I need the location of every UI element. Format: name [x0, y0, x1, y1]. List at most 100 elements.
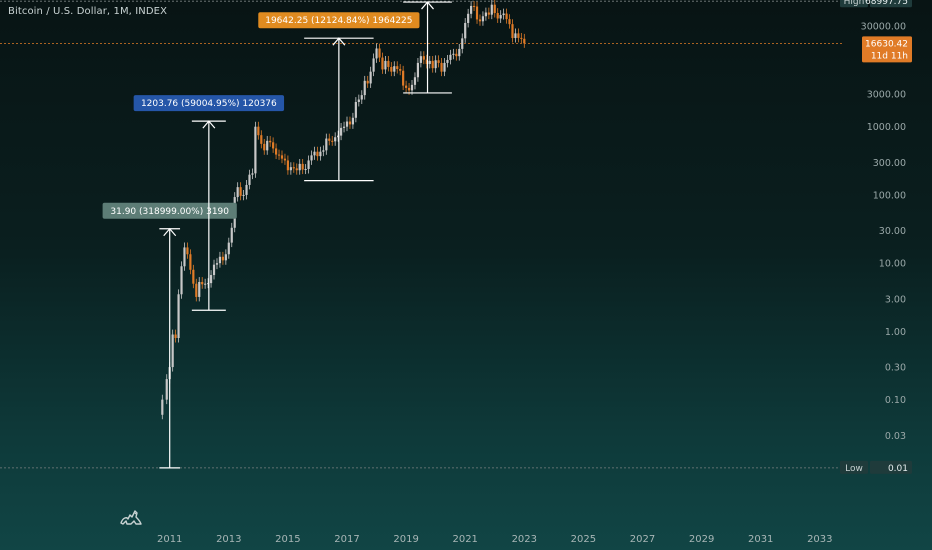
measure-annotation[interactable]: 31.90 (318999.00%) 3190	[102, 202, 237, 469]
candle-body	[171, 334, 174, 368]
candle-body	[520, 37, 523, 39]
candle-body	[437, 60, 440, 63]
candle-body	[274, 148, 278, 155]
candle-body	[345, 121, 349, 127]
candle-body	[198, 281, 201, 297]
candle-body	[419, 56, 422, 63]
candle-body	[325, 138, 328, 151]
candle-body	[165, 379, 168, 400]
candle-body	[248, 174, 251, 185]
candle-body	[174, 334, 177, 339]
candle-body	[434, 60, 437, 69]
y-tick-label: 3.00	[885, 294, 906, 305]
candle-body	[263, 143, 266, 151]
candle-body	[517, 33, 520, 38]
candle-body	[393, 66, 396, 72]
candle-body	[331, 140, 334, 142]
measure-annotation[interactable]: 1203.76 (59004.95%) 120376	[133, 95, 285, 311]
candle-body	[180, 266, 183, 295]
y-tick-label: 1.00	[885, 327, 906, 338]
measure-label-box	[133, 95, 285, 112]
x-tick-label: 2017	[334, 534, 359, 545]
candle-body	[481, 16, 485, 22]
candle-body	[212, 264, 216, 276]
candle-body	[523, 38, 526, 44]
candle-body	[366, 80, 369, 84]
candle-body	[455, 53, 458, 57]
y-tick-label: 0.30	[885, 363, 906, 374]
candle-body	[209, 275, 213, 284]
measure-label: 19642.25 (12124.84%) 1964225	[265, 16, 412, 26]
svg-text:Low: Low	[845, 464, 863, 474]
candle-body	[277, 154, 281, 156]
candle-body	[493, 4, 496, 14]
high-badge: High 68997.75	[840, 0, 912, 7]
candle-body	[204, 283, 207, 285]
tradingview-logo-icon[interactable]	[118, 505, 144, 527]
candle-body	[508, 19, 511, 25]
candle-body	[266, 140, 269, 151]
candle-body	[201, 281, 204, 285]
candle-body	[283, 158, 287, 161]
candle-body	[378, 48, 381, 58]
candle-body	[502, 13, 505, 16]
y-tick-label: 30000.00	[861, 21, 906, 32]
candle-body	[396, 66, 399, 70]
candle-body	[304, 168, 307, 170]
x-tick-label: 2019	[393, 534, 418, 545]
candle-body	[245, 184, 248, 195]
measure-label: 1203.76 (59004.95%) 120376	[141, 99, 277, 109]
candle-body	[313, 151, 316, 156]
svg-text:11d 11h: 11d 11h	[871, 51, 908, 61]
candle-body	[357, 99, 360, 102]
candle-body	[227, 242, 230, 255]
measure-label-box	[258, 12, 420, 29]
candle-body	[251, 173, 254, 175]
price-axis[interactable]: 0.01 0.03 0.10 0.30 1.00 3.00 10.00 30.00 100.00…	[849, 0, 906, 474]
candle-body	[363, 80, 366, 96]
x-tick-label: 2013	[216, 534, 241, 545]
candle-body	[301, 163, 304, 170]
candle-body	[499, 15, 502, 19]
y-tick-label: 30.00	[879, 226, 906, 237]
measure-annotation[interactable]: 63873.59 (2044.27%) 6387359	[350, 0, 506, 94]
x-tick-label: 2015	[275, 534, 300, 545]
candle-body	[496, 13, 499, 19]
candle-body	[511, 24, 514, 39]
x-tick-label: 2025	[571, 534, 596, 545]
candle-body	[443, 62, 446, 72]
measure-annotation[interactable]: 19642.25 (12124.84%) 1964225	[258, 12, 420, 182]
candle-body	[413, 77, 417, 85]
x-tick-label: 2027	[630, 534, 655, 545]
chart-title: Bitcoin / U.S. Dollar, 1M, INDEX	[8, 6, 168, 17]
last-price-badge: 16630.42 11d 11h	[862, 36, 912, 63]
candle-body	[514, 33, 517, 39]
x-tick-label: 2031	[748, 534, 773, 545]
candle-body	[236, 187, 239, 198]
candle-body	[425, 59, 428, 64]
candle-body	[348, 121, 352, 125]
candle-body	[218, 256, 222, 264]
candle-body	[192, 269, 195, 284]
candle-body	[487, 12, 490, 15]
time-axis[interactable]: 2011 2013 2015 2017 2019 2021 2023 2025 2027 2029…	[157, 534, 833, 545]
price-badges: High 68997.75 Low 0.01 16630.42 11d 11h	[840, 0, 912, 474]
y-tick-label: 0.03	[885, 431, 906, 442]
candle-body	[254, 126, 257, 174]
y-tick-label: 0.10	[885, 395, 906, 406]
candle-body	[384, 60, 387, 70]
measure-annotations[interactable]: 31.90 (318999.00%) 3190 1203.76 (59004.95…	[102, 0, 506, 469]
candle-body	[360, 95, 363, 100]
svg-text:16630.42: 16630.42	[865, 39, 908, 49]
low-badge: Low 0.01	[840, 460, 912, 474]
candle-body	[372, 58, 375, 72]
candle-body	[239, 187, 242, 196]
measure-label: 31.90 (318999.00%) 3190	[110, 207, 229, 217]
candle-body	[472, 5, 476, 7]
candle-body	[431, 60, 434, 69]
candle-body	[242, 194, 245, 196]
candle-body	[381, 57, 384, 70]
candle-body	[260, 135, 263, 144]
x-tick-label: 2011	[157, 534, 182, 545]
